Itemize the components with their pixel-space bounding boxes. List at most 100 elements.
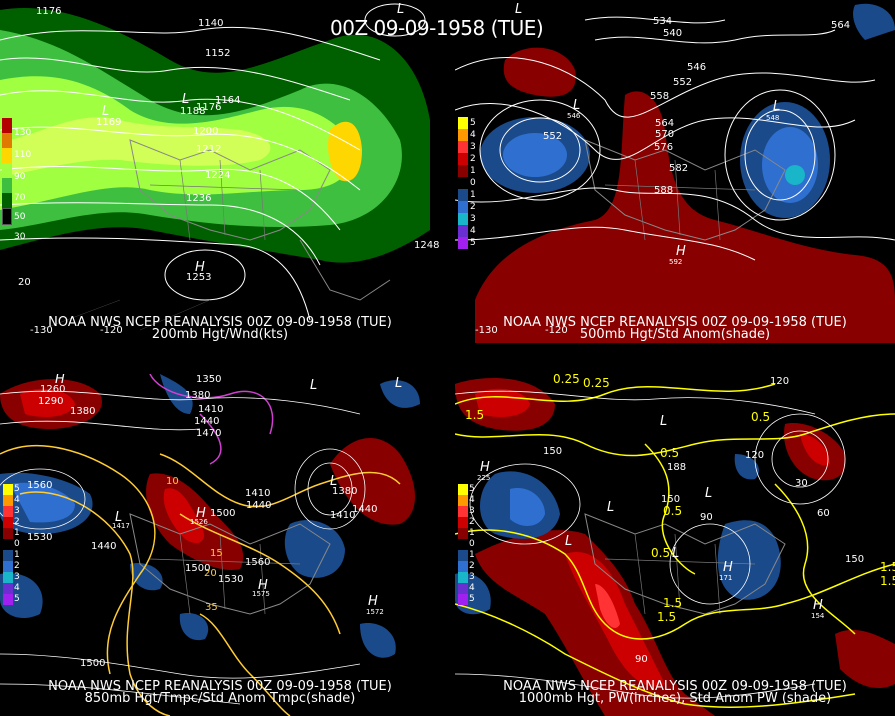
contour-label: 1410	[330, 510, 356, 521]
high-marker: H	[55, 374, 65, 387]
map-200mb	[0, 3, 430, 331]
contour-label: 548	[766, 114, 780, 122]
panel-200mb: 130 110 90 70 50 30 1176 1140 1152 1164 …	[0, 0, 440, 343]
contour-label: 1248	[414, 240, 440, 251]
contour-label: 1526	[190, 518, 208, 526]
isotherm-label: 35	[205, 602, 218, 613]
contour-label: 564	[655, 118, 675, 129]
high-marker: H	[258, 578, 268, 593]
pw-label: 0.5	[751, 410, 771, 424]
contour-label: 1380	[70, 406, 96, 417]
lon-label: -130	[475, 325, 498, 336]
legend-850mb-label: 3	[14, 572, 20, 582]
high-marker: H	[480, 460, 490, 475]
legend-200mb-label: 130	[14, 128, 32, 138]
legend-1000mb-label: 4	[469, 583, 475, 593]
contour-label: 1224	[205, 170, 231, 181]
contour-label: 576	[654, 142, 674, 153]
contour-label: 120	[745, 450, 765, 461]
legend-200mb-label: 70	[14, 193, 26, 203]
pw-label: 0.25	[583, 376, 610, 390]
map-1000mb	[455, 378, 895, 716]
high-marker: H	[813, 598, 823, 613]
low-marker: L	[397, 2, 405, 17]
isotherm-label: 10	[166, 476, 179, 487]
low-marker: L	[330, 474, 338, 489]
low-marker: L	[182, 92, 190, 107]
contour-label: 1290	[38, 396, 64, 407]
low-marker: L	[705, 486, 713, 501]
panel-1000mb: 5 4 3 2 1 0 1 2 3 4 5 0.25 0.25 1.5 0.5 …	[455, 374, 895, 716]
legend-850mb-label: 3	[14, 506, 20, 516]
contour-label: 1440	[352, 504, 378, 515]
contour-label: 90	[635, 654, 648, 665]
low-marker: L	[660, 414, 668, 429]
contour-label: 90	[700, 512, 713, 523]
contour-label: 570	[655, 129, 675, 140]
legend-1000mb-label: 0	[469, 539, 475, 549]
contour-label: 1350	[196, 374, 222, 385]
panel-850mb-caption-1: NOAA NWS NCEP REANALYSIS 00Z 09-09-1958 …	[48, 679, 392, 694]
panel-850mb-caption-2: 850mb Hgt/Tmpc/Std Anom Tmpc(shade)	[84, 691, 356, 706]
legend-850mb-label: 5	[14, 594, 20, 604]
legend-200mb-label: 110	[14, 150, 32, 160]
contour-label: 1440	[194, 416, 220, 427]
legend-500mb-label: 1	[470, 190, 476, 200]
legend-1000mb-label: 4	[469, 495, 475, 505]
contour-label: 1530	[27, 532, 53, 543]
contour-label: 60	[817, 508, 830, 519]
main-title: 00Z 09-09-1958 (TUE)	[330, 16, 544, 40]
low-marker: L	[102, 104, 110, 119]
high-marker: H	[723, 560, 733, 575]
contour-label: 154	[811, 612, 825, 620]
lat-label: 20	[18, 277, 31, 288]
contour-label: 1188	[180, 106, 206, 117]
contour-label: 1253	[186, 272, 212, 283]
pw-label: 1.5	[880, 574, 895, 588]
contour-label: 150	[661, 494, 681, 505]
contour-label: 1212	[196, 144, 222, 155]
map-500mb	[455, 3, 895, 343]
legend-1000mb-label: 1	[469, 550, 475, 560]
contour-label: 1200	[193, 126, 219, 137]
contour-label: 171	[719, 574, 733, 582]
legend-500mb	[458, 117, 468, 249]
legend-500mb-label: 0	[470, 178, 476, 188]
contour-label: 534	[653, 16, 673, 27]
legend-1000mb	[458, 484, 468, 605]
legend-1000mb-label: 1	[469, 528, 475, 538]
panel-1000mb-caption-2: 1000mb Hgt, PW(inches), Std Anom PW (sha…	[518, 691, 832, 706]
legend-850mb	[3, 484, 13, 605]
contour-label: 552	[673, 77, 693, 88]
contour-label: 1500	[80, 658, 106, 669]
contour-label: 150	[543, 446, 563, 457]
pw-label: 0.5	[651, 546, 671, 560]
contour-label: 1410	[245, 488, 271, 499]
legend-1000mb-label: 5	[469, 594, 475, 604]
contour-label: 1440	[91, 541, 117, 552]
panel-850mb: 5 4 3 2 1 0 1 2 3 4 5 1350 1380 1410 144…	[0, 374, 440, 716]
map-850mb	[0, 374, 420, 716]
contour-label: 1500	[185, 563, 211, 574]
legend-500mb-label: 1	[470, 166, 476, 176]
legend-1000mb-label: 5	[469, 484, 475, 494]
contour-label: 1440	[246, 500, 272, 511]
legend-500mb-label: 2	[470, 202, 476, 212]
contour-label: 120	[770, 376, 790, 387]
panel-200mb-caption-2: 200mb Hgt/Wnd(kts)	[151, 327, 289, 342]
contour-label: 225	[477, 474, 491, 482]
contour-label: 1152	[205, 48, 231, 59]
pw-label: 0.5	[660, 446, 680, 460]
panel-500mb-caption-2: 500mb Hgt/Std Anom(shade)	[579, 327, 771, 342]
low-marker: L	[773, 99, 781, 114]
legend-850mb-label: 0	[14, 539, 20, 549]
low-marker: L	[395, 376, 403, 391]
pw-label: 1.5	[465, 408, 485, 422]
contour-label: 1530	[218, 574, 244, 585]
contour-label: 546	[687, 62, 707, 73]
contour-label: 540	[663, 28, 683, 39]
contour-label: 1410	[198, 404, 224, 415]
contour-label: 1380	[332, 486, 358, 497]
legend-200mb-label: 30	[14, 232, 26, 242]
